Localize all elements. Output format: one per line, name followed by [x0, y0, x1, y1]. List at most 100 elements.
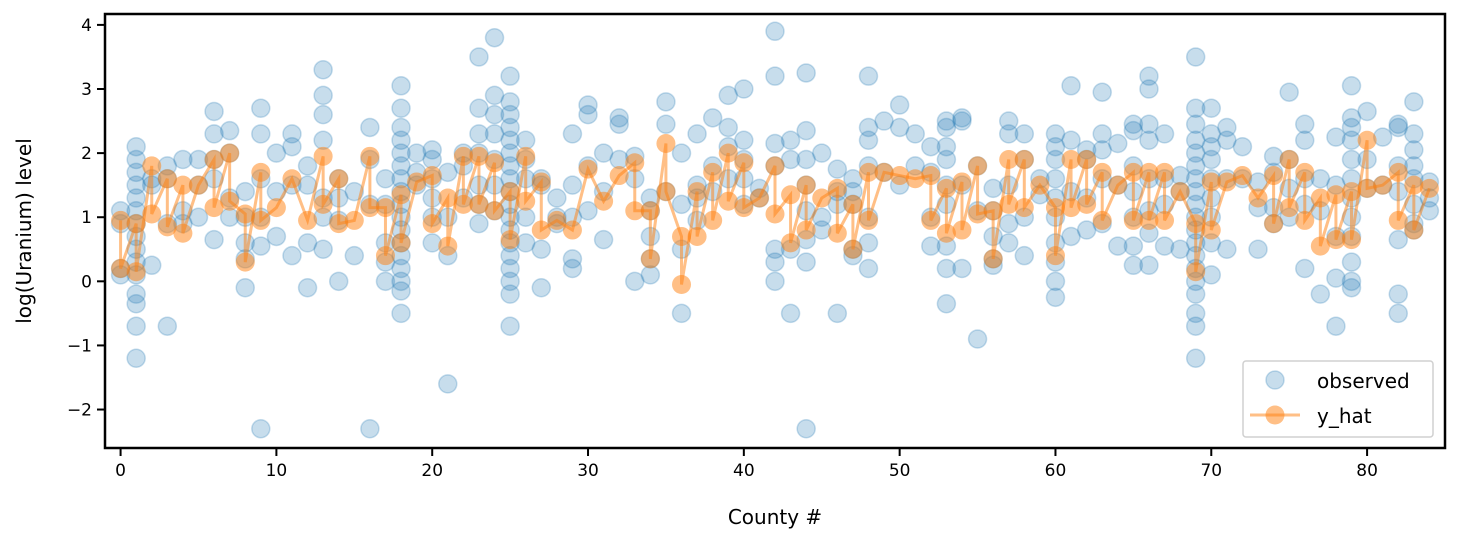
- y-tick-label: 3: [81, 80, 92, 100]
- observed-point: [562, 124, 583, 144]
- x-tick-label: 80: [1356, 461, 1378, 481]
- observed-point: [469, 47, 489, 67]
- observed-point: [313, 130, 333, 151]
- observed-point: [500, 130, 520, 151]
- y-hat-point: [734, 153, 754, 173]
- y-hat-point: [204, 198, 224, 218]
- y-hat-point: [1061, 198, 1081, 218]
- y-hat-point: [1186, 262, 1206, 282]
- observed-point: [484, 27, 505, 48]
- observed-point: [1295, 130, 1315, 151]
- y-hat-point: [142, 204, 162, 224]
- y-hat-point: [796, 220, 816, 240]
- observed-point: [344, 245, 365, 266]
- observed-point: [1061, 76, 1081, 96]
- y-hat-point: [781, 185, 801, 205]
- observed-point: [1014, 124, 1035, 144]
- observed-point: [671, 194, 692, 215]
- y-hat-point: [1139, 162, 1159, 182]
- observed-point: [1388, 117, 1409, 138]
- observed-point: [251, 236, 271, 256]
- observed-point: [765, 252, 785, 272]
- observed-point: [235, 277, 255, 298]
- y-hat-point: [936, 223, 956, 243]
- observed-point: [1123, 236, 1144, 256]
- observed-point: [422, 149, 442, 170]
- observed-point: [1076, 220, 1097, 240]
- y-hat-point: [438, 236, 458, 256]
- y-hat-point: [703, 210, 723, 230]
- observed-point: [656, 114, 676, 135]
- y-hat-point: [1092, 210, 1112, 230]
- y-hat-point: [1388, 210, 1408, 230]
- y-hat-point: [407, 172, 427, 192]
- observed-point: [469, 98, 489, 118]
- observed-point: [1185, 143, 1206, 163]
- observed-point: [874, 111, 894, 131]
- observed-point: [297, 156, 318, 176]
- observed-point: [593, 229, 614, 250]
- observed-point: [1139, 130, 1159, 151]
- observed-point: [1341, 108, 1362, 128]
- legend-observed-label: observed: [1317, 369, 1410, 393]
- observed-point: [1201, 98, 1222, 118]
- observed-point: [827, 303, 848, 324]
- y-hat-point: [562, 220, 582, 240]
- y-hat-point: [983, 201, 1003, 221]
- observed-point: [593, 143, 614, 163]
- y-hat-point: [251, 210, 271, 230]
- observed-point: [251, 419, 271, 439]
- y-hat-point: [391, 185, 411, 205]
- y-hat-point: [734, 198, 754, 218]
- observed-point: [858, 130, 879, 151]
- observed-point: [1108, 133, 1128, 154]
- y-tick-label: −1: [67, 336, 92, 356]
- observed-point: [734, 130, 754, 151]
- observed-point: [469, 213, 489, 234]
- y-hat-point: [1155, 162, 1175, 182]
- observed-point: [1372, 127, 1393, 147]
- x-tick-label: 40: [733, 461, 755, 481]
- observed-point: [1326, 268, 1346, 288]
- observed-point: [562, 175, 583, 195]
- x-tick-label: 70: [1200, 461, 1222, 481]
- observed-point: [297, 277, 318, 298]
- y-hat-point: [968, 156, 988, 176]
- observed-point: [235, 181, 255, 202]
- observed-point: [438, 374, 458, 394]
- observed-point: [469, 124, 489, 144]
- y-hat-point: [1232, 166, 1252, 186]
- y-hat-point: [1186, 214, 1206, 234]
- observed-point: [1185, 114, 1206, 135]
- y-hat-point: [516, 146, 536, 166]
- y-hat-point: [812, 188, 832, 208]
- y-hat-point: [126, 214, 146, 234]
- y-hat-point: [375, 246, 395, 266]
- observed-point: [998, 233, 1019, 253]
- y-hat-point: [999, 194, 1019, 214]
- y-hat-point: [1342, 230, 1362, 250]
- observed-point: [484, 124, 505, 144]
- observed-point: [1388, 303, 1409, 324]
- observed-point: [734, 79, 754, 99]
- y-hat-point: [188, 175, 208, 195]
- observed-point: [1388, 284, 1409, 304]
- y-hat-point: [485, 153, 505, 173]
- observed-point: [827, 159, 848, 179]
- y-tick-label: 4: [81, 16, 92, 36]
- observed-point: [1185, 47, 1206, 67]
- observed-point: [1170, 239, 1190, 260]
- observed-point: [687, 124, 707, 144]
- y-hat-point: [469, 146, 489, 166]
- observed-point: [1217, 117, 1237, 138]
- y-axis-label: log(Uranium) level: [12, 138, 36, 324]
- y-hat-point: [329, 169, 349, 189]
- observed-point: [796, 63, 816, 83]
- observed-point: [157, 316, 178, 336]
- y-hat-point: [344, 210, 364, 230]
- observed-point: [313, 60, 333, 80]
- observed-point: [1185, 156, 1206, 176]
- observed-point: [936, 258, 957, 279]
- y-hat-point: [718, 191, 738, 211]
